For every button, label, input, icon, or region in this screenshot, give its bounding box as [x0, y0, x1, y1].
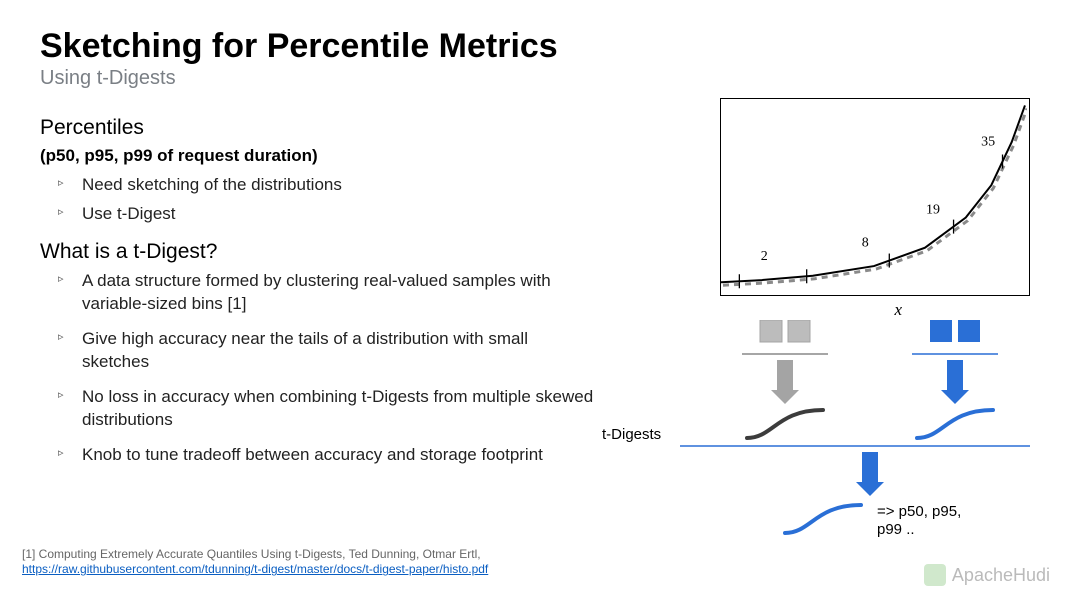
- subheading-percentiles: (p50, p95, p99 of request duration): [40, 146, 598, 166]
- watermark-text: ApacheHudi: [952, 565, 1050, 586]
- watermark: ApacheHudi: [924, 564, 1050, 586]
- list-item: Use t-Digest: [40, 203, 598, 226]
- list-item: A data structure formed by clustering re…: [40, 270, 598, 316]
- svg-text:35: 35: [981, 135, 995, 150]
- slide-title: Sketching for Percentile Metrics: [40, 28, 1040, 65]
- list-item: Need sketching of the distributions: [40, 174, 598, 197]
- svg-text:=> p50, p95,: => p50, p95,: [877, 503, 961, 520]
- text-column: Percentiles (p50, p95, p99 of request du…: [40, 116, 598, 608]
- slide-subtitle: Using t-Digests: [40, 67, 1040, 90]
- citation-link[interactable]: https://raw.githubusercontent.com/tdunni…: [22, 562, 488, 576]
- svg-text:8: 8: [862, 236, 869, 251]
- percentile-bullets: Need sketching of the distributions Use …: [40, 174, 598, 226]
- list-item: Knob to tune tradeoff between accuracy a…: [40, 444, 598, 467]
- citation: [1] Computing Extremely Accurate Quantil…: [22, 547, 488, 578]
- svg-text:2: 2: [761, 249, 768, 264]
- figure-column: 281935 x t-Digests => p50, p95,p99 ..: [610, 116, 1040, 608]
- list-item: No loss in accuracy when combining t-Dig…: [40, 386, 598, 432]
- heading-percentiles: Percentiles: [40, 116, 598, 140]
- heading-tdigest: What is a t-Digest?: [40, 240, 598, 264]
- flow-diagram: => p50, p95,p99 ..: [610, 320, 1040, 600]
- list-item: Give high accuracy near the tails of a d…: [40, 328, 598, 374]
- x-axis-label: x: [894, 300, 902, 320]
- tdigest-bullets: A data structure formed by clustering re…: [40, 270, 598, 467]
- chart-svg: 2 8 19 35: [721, 99, 1027, 293]
- citation-text: [1] Computing Extremely Accurate Quantil…: [22, 547, 481, 561]
- cdf-chart: 2 8 19 35: [720, 98, 1030, 296]
- svg-text:p99 ..: p99 ..: [877, 521, 915, 538]
- watermark-icon: [924, 564, 946, 586]
- svg-text:19: 19: [926, 203, 940, 218]
